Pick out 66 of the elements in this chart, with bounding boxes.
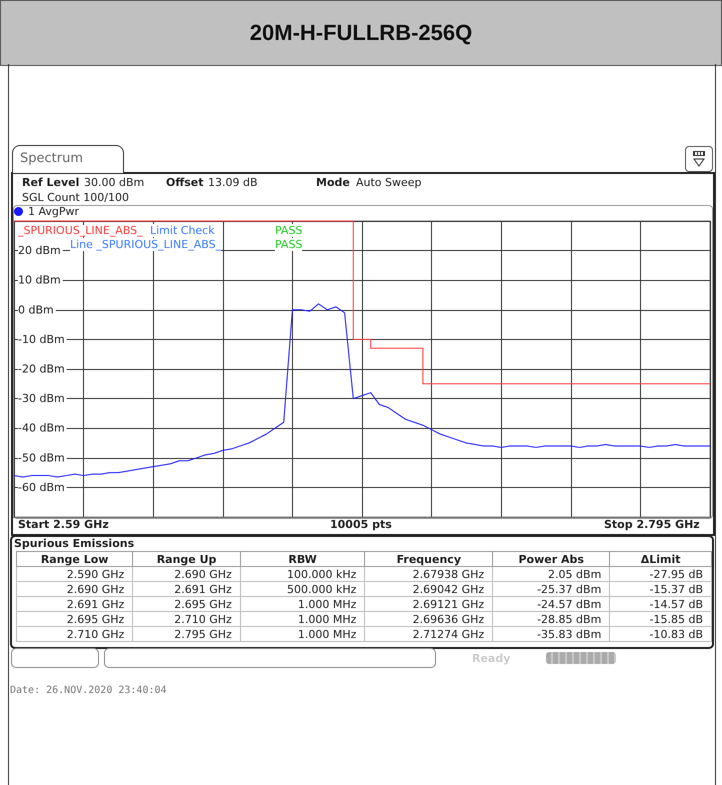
text: Stop 2.795 GHz: [604, 518, 700, 531]
text: 1.000 MHz: [240, 596, 365, 612]
text: Spurious Emissions: [14, 537, 134, 550]
text: ΔLimit: [610, 552, 712, 566]
text: 2.691 GHz: [132, 582, 240, 596]
text: -24.57 dBm: [492, 596, 610, 612]
legend-label: 1 AvgPwr: [28, 205, 80, 218]
text: -27.95 dB: [610, 566, 712, 582]
y-tick-label: 0 dBm: [18, 303, 54, 316]
text: 2.590 GHz: [16, 566, 133, 582]
y-tick-label: -10 dBm: [18, 332, 65, 346]
annotation: Line _SPURIOUS_LINE_ABS_: [70, 238, 222, 251]
text: 30.00 dBm: [84, 176, 144, 189]
text: Date: 26.NOV.2020 23:40:04: [10, 684, 167, 697]
text: 2.69121 GHz: [364, 596, 493, 612]
text: 100.000 kHz: [240, 566, 365, 582]
text: Ref Level: [22, 176, 80, 189]
text: -28.85 dBm: [492, 612, 610, 626]
text: Spectrum: [20, 151, 83, 166]
text: Power Abs: [492, 552, 610, 566]
text: Range Low: [16, 552, 133, 566]
text: 1.000 MHz: [240, 612, 365, 626]
text: 2.710 GHz: [16, 626, 133, 642]
y-tick-label: -50 dBm: [18, 451, 65, 464]
text: 2.69636 GHz: [364, 612, 493, 626]
text: 2.710 GHz: [132, 612, 240, 626]
text: 2.05 dBm: [492, 566, 610, 582]
annotation: Limit Check: [150, 224, 215, 237]
text: Mode: [316, 176, 350, 189]
text: 1.000 MHz: [240, 626, 365, 642]
text: 2.67938 GHz: [364, 566, 493, 582]
text: 2.71274 GHz: [364, 626, 493, 642]
text: 2.69042 GHz: [364, 582, 493, 596]
text: 2.695 GHz: [16, 612, 133, 626]
y-tick-label: -30 dBm: [18, 392, 65, 406]
line-series: [14, 303, 710, 478]
chart-title: 20M-H-FULLRB-256Q: [0, 0, 722, 66]
text: -15.37 dB: [610, 582, 712, 596]
text: -15.85 dB: [610, 612, 712, 626]
y-tick-label: -40 dBm: [18, 422, 65, 435]
annotation: PASS: [275, 224, 302, 237]
text: -10.83 dB: [610, 626, 712, 642]
series-label: _SPURIOUS_LINE_ABS_: [17, 224, 144, 237]
y-tick-label: -20 dBm: [18, 362, 65, 376]
text: Frequency: [364, 552, 493, 566]
text: -14.57 dB: [610, 596, 712, 612]
text: 10005 pts: [330, 518, 392, 531]
text: -35.83 dBm: [492, 626, 610, 642]
annotation: PASS: [275, 238, 302, 251]
text: 500.000 kHz: [240, 582, 365, 596]
text: Offset: [166, 176, 204, 189]
text: -25.37 dBm: [492, 582, 610, 596]
text: Start 2.59 GHz: [18, 518, 109, 531]
y-tick-label: -60 dBm: [18, 480, 65, 494]
text: SGL Count 100/100: [22, 191, 129, 204]
text: 13.09 dB: [208, 176, 258, 189]
text: 2.695 GHz: [132, 596, 240, 612]
y-tick-label: 20 dBm: [18, 244, 61, 258]
text: 2.795 GHz: [132, 626, 240, 642]
text: RBW: [240, 552, 365, 566]
y-tick-label: 10 dBm: [18, 274, 61, 287]
text: Range Up: [132, 552, 240, 566]
text: 2.690 GHz: [132, 566, 240, 582]
text: 2.690 GHz: [16, 582, 133, 596]
text: 2.691 GHz: [16, 596, 133, 612]
text: Auto Sweep: [356, 176, 422, 189]
